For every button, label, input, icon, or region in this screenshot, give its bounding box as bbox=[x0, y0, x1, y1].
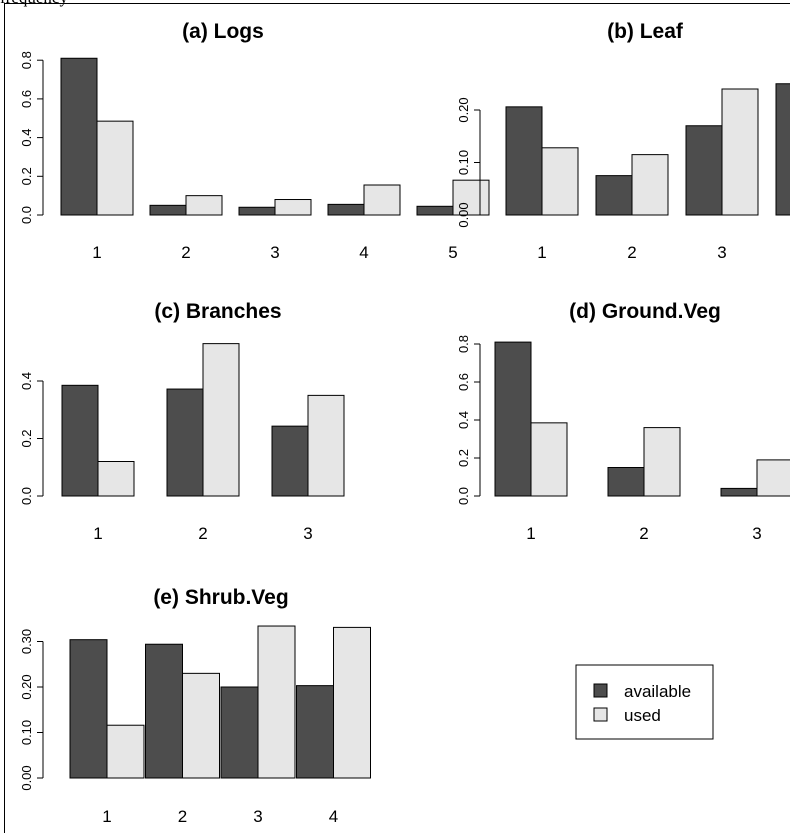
legend-swatch-available bbox=[593, 683, 608, 698]
legend-label-available: available bbox=[624, 682, 691, 701]
bar-available-4 bbox=[775, 83, 790, 216]
bar-available-1 bbox=[505, 106, 543, 216]
y-tick-label: 0.2 bbox=[19, 167, 34, 185]
x-tick-label: 4 bbox=[359, 243, 368, 262]
x-tick-label: 1 bbox=[102, 807, 111, 826]
bar-used-3 bbox=[756, 459, 790, 497]
y-tick-label: 0.20 bbox=[456, 97, 471, 122]
bar-used-2 bbox=[185, 195, 223, 216]
x-tick-label: 3 bbox=[270, 243, 279, 262]
y-tick-label: 0.0 bbox=[19, 206, 34, 224]
bar-available-3 bbox=[220, 686, 259, 779]
bar-available-4 bbox=[327, 203, 365, 216]
chart-title: (d) Ground.Veg bbox=[569, 300, 721, 323]
x-tick-label: 2 bbox=[639, 524, 648, 543]
panel-1: (a) Logs 0.0 0.2 0.4 0.6 0.8 1 2 3 4 5 bbox=[19, 20, 490, 262]
bar-used-1 bbox=[96, 120, 134, 216]
figure-frame bbox=[4, 3, 790, 833]
bar-available-4 bbox=[296, 685, 334, 779]
bar-available-2 bbox=[607, 467, 645, 497]
x-tick-label: 3 bbox=[303, 524, 312, 543]
panel-3: (c) Branches 0.0 0.2 0.4 1 2 3 bbox=[19, 300, 345, 543]
legend-swatch-used bbox=[593, 707, 608, 722]
x-tick-label: 2 bbox=[181, 243, 190, 262]
bar-available-3 bbox=[271, 425, 309, 497]
bar-available-2 bbox=[166, 388, 204, 497]
chart-title: (b) Leaf bbox=[607, 20, 684, 43]
x-tick-label: 1 bbox=[92, 243, 101, 262]
y-tick-label: 0.6 bbox=[19, 90, 34, 108]
chart-title: (c) Branches bbox=[154, 300, 281, 323]
y-tick-label: 0.0 bbox=[456, 487, 471, 505]
bar-available-2 bbox=[145, 643, 183, 779]
legend: available used bbox=[575, 664, 714, 740]
y-tick-label: 0.2 bbox=[19, 429, 34, 447]
bar-used-1 bbox=[106, 724, 145, 779]
bar-used-4 bbox=[333, 626, 371, 779]
y-tick-label: 0.00 bbox=[19, 765, 34, 790]
bar-available-1 bbox=[61, 384, 99, 497]
x-tick-label: 4 bbox=[329, 807, 338, 826]
legend-box bbox=[575, 664, 714, 740]
y-tick-label: 0.6 bbox=[456, 373, 471, 391]
x-tick-label: 2 bbox=[178, 807, 187, 826]
x-tick-label: 3 bbox=[752, 524, 761, 543]
bar-available-3 bbox=[720, 487, 758, 497]
x-tick-label: 1 bbox=[537, 243, 546, 262]
bar-used-1 bbox=[541, 147, 579, 216]
y-tick-label: 0.4 bbox=[19, 372, 34, 390]
bar-used-3 bbox=[721, 88, 759, 216]
y-tick-label: 0.00 bbox=[456, 202, 471, 227]
x-tick-label: 1 bbox=[93, 524, 102, 543]
x-tick-label: 3 bbox=[253, 807, 262, 826]
bar-used-3 bbox=[307, 394, 345, 497]
y-tick-label: 0.4 bbox=[19, 129, 34, 147]
bar-available-1 bbox=[60, 57, 98, 216]
panel-5: (e) Shrub.Veg 0.00 0.10 0.20 0.30 1 2 3 4 bbox=[19, 586, 371, 826]
bar-available-2 bbox=[149, 204, 187, 216]
x-tick-label: 2 bbox=[198, 524, 207, 543]
x-tick-label: 3 bbox=[717, 243, 726, 262]
bar-used-2 bbox=[182, 672, 220, 779]
bar-available-3 bbox=[238, 206, 276, 216]
bar-available-3 bbox=[685, 125, 723, 216]
y-tick-label: 0.8 bbox=[19, 51, 34, 69]
y-tick-label: 0.8 bbox=[456, 335, 471, 353]
y-tick-label: 0.30 bbox=[19, 629, 34, 654]
x-tick-label: 1 bbox=[526, 524, 535, 543]
y-tick-label: 0.20 bbox=[19, 674, 34, 699]
bar-available-2 bbox=[595, 175, 633, 216]
bar-used-2 bbox=[631, 154, 669, 216]
x-tick-label: 2 bbox=[627, 243, 636, 262]
bar-used-1 bbox=[97, 461, 135, 497]
chart-title: (a) Logs bbox=[182, 20, 264, 43]
y-tick-label: 0.10 bbox=[19, 720, 34, 745]
bar-available-1 bbox=[69, 639, 108, 779]
chart-title: (e) Shrub.Veg bbox=[153, 586, 288, 609]
bar-used-4 bbox=[363, 184, 401, 216]
x-tick-label: 5 bbox=[448, 243, 457, 262]
legend-label-used: used bbox=[624, 706, 661, 725]
bar-available-5 bbox=[416, 205, 454, 216]
bar-used-2 bbox=[202, 343, 240, 497]
bar-available-1 bbox=[494, 341, 532, 497]
y-tick-label: 0.10 bbox=[456, 150, 471, 175]
y-tick-label: 0.2 bbox=[456, 449, 471, 467]
bar-used-3 bbox=[257, 625, 296, 779]
y-tick-label: 0.4 bbox=[456, 411, 471, 429]
bar-used-1 bbox=[530, 422, 568, 497]
bar-used-5 bbox=[452, 179, 490, 216]
bar-used-2 bbox=[643, 427, 681, 497]
y-tick-label: 0.0 bbox=[19, 487, 34, 505]
bar-used-3 bbox=[274, 199, 312, 216]
